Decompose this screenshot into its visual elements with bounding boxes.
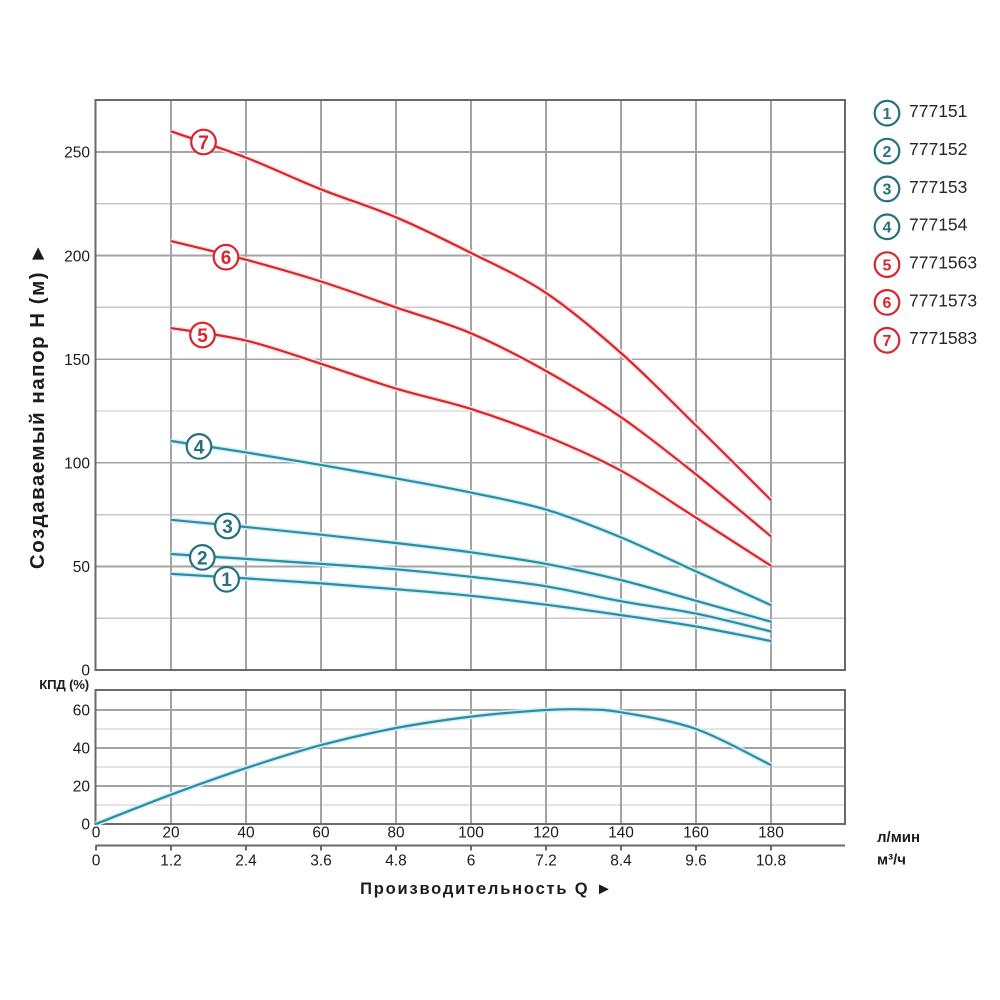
svg-text:0: 0 (81, 663, 90, 680)
svg-text:40: 40 (237, 825, 255, 842)
svg-text:200: 200 (64, 248, 90, 265)
svg-text:4: 4 (883, 219, 892, 236)
svg-text:7771573: 7771573 (909, 290, 977, 310)
svg-text:3: 3 (222, 517, 233, 538)
svg-text:7.2: 7.2 (535, 853, 557, 870)
svg-text:60: 60 (312, 825, 330, 842)
svg-text:6: 6 (221, 248, 232, 269)
svg-text:6: 6 (467, 853, 476, 870)
svg-text:40: 40 (73, 741, 91, 758)
svg-text:20: 20 (162, 825, 180, 842)
svg-text:7771583: 7771583 (909, 328, 977, 348)
svg-text:4: 4 (194, 437, 205, 458)
svg-text:150: 150 (64, 352, 90, 369)
svg-text:50: 50 (73, 559, 91, 576)
svg-text:2: 2 (883, 144, 892, 161)
svg-text:м³/ч: м³/ч (877, 852, 906, 869)
svg-text:КПД (%): КПД (%) (39, 677, 89, 692)
svg-text:250: 250 (64, 145, 90, 162)
svg-text:5: 5 (883, 257, 892, 274)
svg-text:л/мин: л/мин (877, 829, 920, 846)
svg-text:6: 6 (883, 295, 892, 312)
svg-text:2: 2 (197, 548, 208, 569)
svg-text:777154: 777154 (909, 215, 968, 235)
svg-text:2.4: 2.4 (235, 853, 257, 870)
svg-text:20: 20 (73, 779, 91, 796)
svg-text:1.2: 1.2 (160, 853, 182, 870)
svg-text:5: 5 (197, 326, 208, 347)
svg-text:7771563: 7771563 (909, 253, 977, 273)
svg-text:80: 80 (387, 825, 405, 842)
svg-text:Создаваемый напор Н (м) ►: Создаваемый напор Н (м) ► (26, 242, 49, 569)
svg-text:3: 3 (883, 182, 892, 199)
svg-text:4.8: 4.8 (385, 853, 407, 870)
svg-text:140: 140 (608, 825, 634, 842)
svg-text:100: 100 (64, 456, 90, 473)
svg-text:180: 180 (758, 825, 784, 842)
svg-text:1: 1 (221, 570, 232, 591)
svg-text:1: 1 (883, 106, 892, 123)
svg-text:60: 60 (73, 703, 91, 720)
svg-text:8.4: 8.4 (610, 853, 632, 870)
svg-text:Производительность Q ►: Производительность Q ► (360, 880, 614, 898)
svg-text:3.6: 3.6 (310, 853, 332, 870)
svg-text:7: 7 (883, 333, 892, 350)
svg-text:160: 160 (683, 825, 709, 842)
svg-text:10.8: 10.8 (756, 853, 786, 870)
svg-text:0: 0 (92, 825, 101, 842)
svg-text:777153: 777153 (909, 177, 967, 197)
svg-text:7: 7 (198, 133, 209, 154)
svg-text:0: 0 (92, 853, 101, 870)
svg-text:0: 0 (81, 817, 90, 834)
svg-text:777152: 777152 (909, 139, 967, 159)
svg-text:9.6: 9.6 (685, 853, 707, 870)
svg-text:100: 100 (458, 825, 484, 842)
svg-text:777151: 777151 (909, 101, 967, 121)
svg-text:120: 120 (533, 825, 559, 842)
